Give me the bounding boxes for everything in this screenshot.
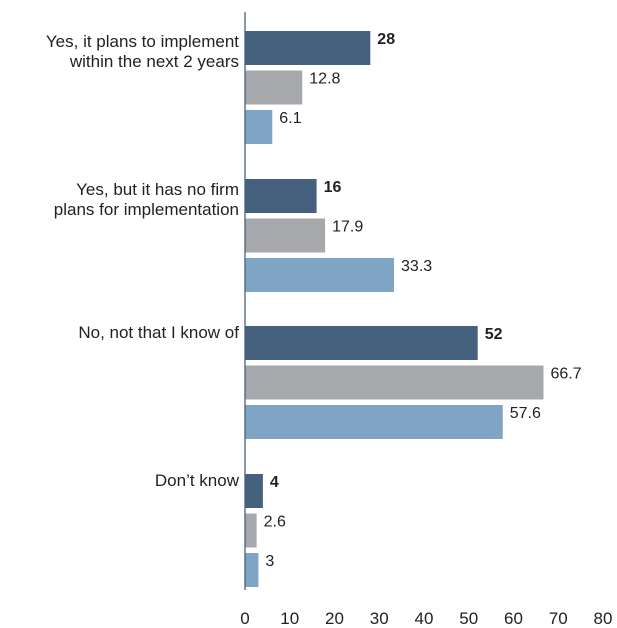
category-label-4: Don’t know <box>155 471 240 490</box>
x-tick-label-70: 70 <box>549 609 568 628</box>
category-label-2-line1: Yes, but it has no firm <box>76 180 239 199</box>
value-labels-group: 28 12.8 6.1 16 17.9 33.3 52 66.7 57.6 4 2.6 3 <box>264 31 582 570</box>
bar-series2-cat3 <box>245 365 544 400</box>
bar-series2-cat1 <box>245 70 303 105</box>
data-label-series2-cat1: 12.8 <box>309 71 340 88</box>
bar-series2-cat4 <box>245 513 257 548</box>
data-label-series3-cat1: 6.1 <box>279 110 301 127</box>
data-label-series2-cat4: 2.6 <box>264 514 286 531</box>
bar-series2-cat2 <box>245 218 326 253</box>
data-label-series2-cat2: 17.9 <box>332 219 363 236</box>
data-label-series1-cat3: 52 <box>485 326 503 343</box>
x-axis-ticks: 0 10 20 30 40 50 60 70 80 <box>240 609 612 628</box>
bar-series1-cat3 <box>245 326 478 360</box>
data-label-series3-cat3: 57.6 <box>510 405 541 422</box>
x-tick-label-50: 50 <box>459 609 478 628</box>
x-tick-label-0: 0 <box>240 609 249 628</box>
x-tick-label-10: 10 <box>280 609 299 628</box>
bar-series1-cat1 <box>245 31 371 65</box>
category-label-2-line2: plans for implementation <box>54 200 239 219</box>
x-tick-label-60: 60 <box>504 609 523 628</box>
data-label-series1-cat1: 28 <box>377 31 395 48</box>
x-tick-label-40: 40 <box>415 609 434 628</box>
data-label-series1-cat4: 4 <box>270 474 279 491</box>
bar-series3-cat2 <box>245 258 395 292</box>
bar-series3-cat1 <box>245 110 273 144</box>
bar-series1-cat2 <box>245 179 317 213</box>
data-label-series3-cat4: 3 <box>265 553 274 570</box>
data-label-series1-cat2: 16 <box>324 179 342 196</box>
bar-series1-cat4 <box>245 474 263 508</box>
x-tick-label-20: 20 <box>325 609 344 628</box>
x-tick-label-80: 80 <box>594 609 613 628</box>
bar-series3-cat3 <box>245 405 503 439</box>
bar-series3-cat4 <box>245 553 259 587</box>
category-label-1-line1: Yes, it plans to implement <box>46 32 239 51</box>
x-tick-label-30: 30 <box>370 609 389 628</box>
data-label-series3-cat2: 33.3 <box>401 258 432 275</box>
category-label-1-line2: within the next 2 years <box>69 52 239 71</box>
bars-group <box>245 31 544 587</box>
data-label-series2-cat3: 66.7 <box>550 366 581 383</box>
category-label-3: No, not that I know of <box>78 323 239 342</box>
